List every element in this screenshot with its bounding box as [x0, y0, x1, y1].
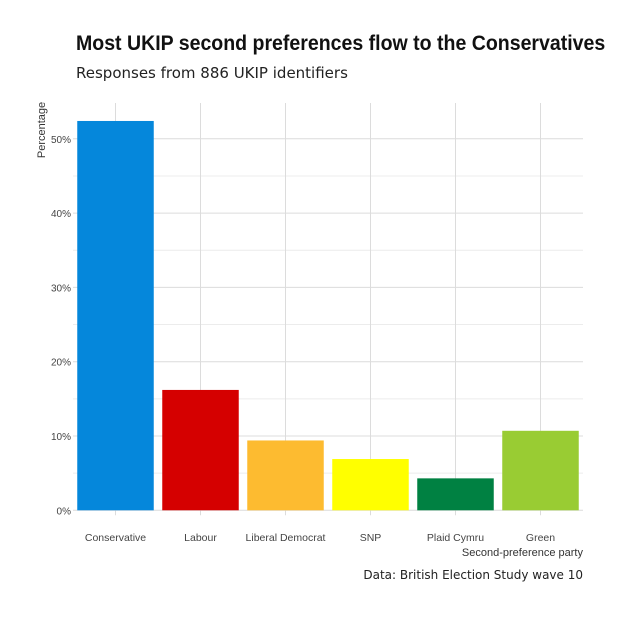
x-tick-label: Labour [184, 532, 217, 544]
x-tick-label: Plaid Cymru [427, 532, 484, 544]
x-tick-label: Conservative [85, 532, 146, 544]
y-tick-label: 10% [51, 432, 71, 443]
bar-liberal-democrat [247, 440, 324, 511]
y-axis-label: Percentage [36, 102, 48, 158]
y-tick-label: 20% [51, 358, 71, 369]
x-axis-label: Second-preference party [462, 547, 584, 559]
bar-labour [162, 389, 239, 511]
chart-caption: Data: British Election Study wave 10 [363, 568, 583, 582]
y-tick-label: 30% [51, 283, 71, 294]
bar-green [502, 430, 579, 511]
bar-conservative [77, 120, 154, 511]
x-tick-label: SNP [360, 532, 382, 544]
y-tick-label: 40% [51, 209, 71, 220]
y-tick-label: 0% [57, 506, 72, 517]
y-tick-label: 50% [51, 135, 71, 146]
x-tick-label: Green [526, 532, 555, 544]
bar-plaid-cymru [417, 478, 494, 511]
chart-title: Most UKIP second preferences flow to the… [76, 32, 606, 55]
x-tick-label: Liberal Democrat [246, 532, 326, 544]
bar-snp [332, 459, 409, 511]
chart-subtitle: Responses from 886 UKIP identifiers [76, 64, 348, 82]
